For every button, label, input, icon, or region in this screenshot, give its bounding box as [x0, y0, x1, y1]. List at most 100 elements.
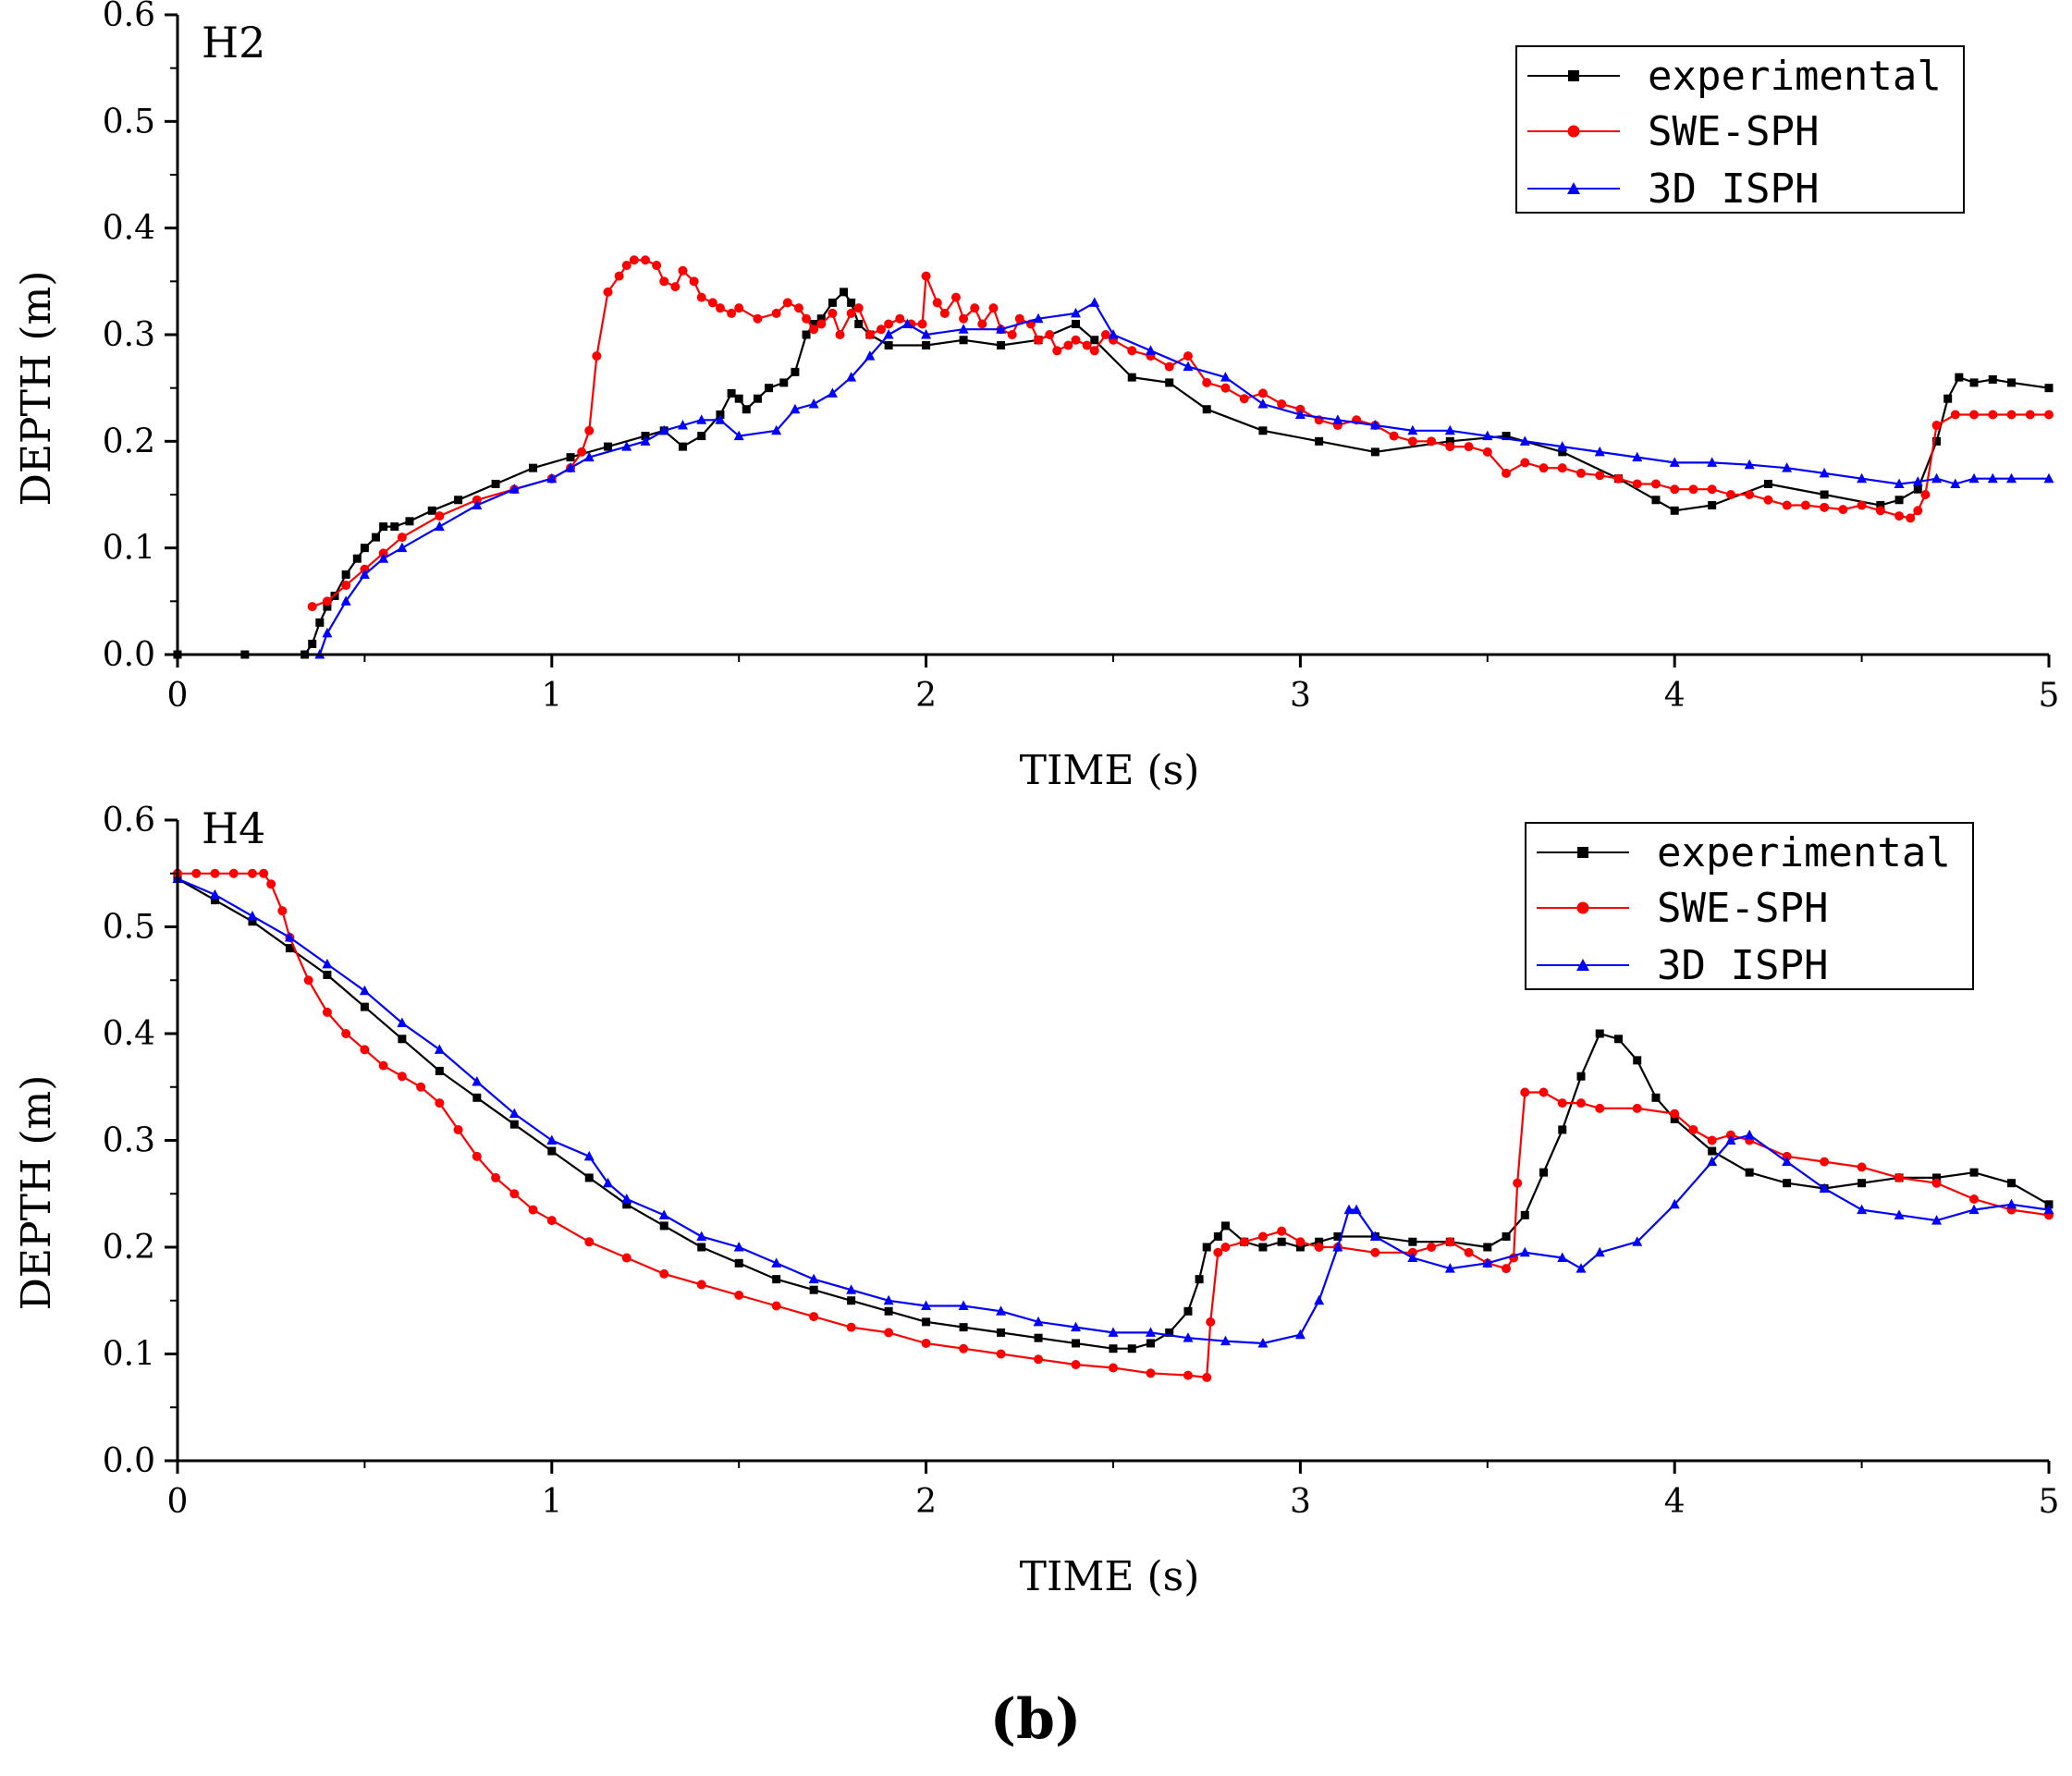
legend-box: [1525, 822, 1974, 990]
data-point: [1407, 424, 1418, 435]
data-point: [1502, 468, 1512, 478]
data-point: [1408, 1237, 1417, 1246]
data-point: [453, 1124, 463, 1134]
data-point: [1445, 436, 1454, 446]
data-point: [1931, 1215, 1943, 1225]
data-point: [1913, 484, 1922, 494]
data-point: [1127, 373, 1136, 382]
data-point: [733, 1242, 744, 1252]
data-point: [854, 319, 864, 328]
data-point: [1369, 420, 1380, 430]
data-point: [1988, 374, 1997, 384]
data-point: [360, 544, 369, 553]
data-point: [1239, 1237, 1249, 1247]
data-point: [1857, 1162, 1867, 1172]
panel-label: H4: [202, 803, 265, 853]
legend-label: experimental: [1648, 53, 1942, 100]
data-point: [996, 1305, 1007, 1316]
data-point: [1277, 1237, 1286, 1246]
data-point: [1108, 329, 1119, 339]
data-point: [1183, 1370, 1193, 1380]
data-point: [1782, 1156, 1793, 1167]
data-point: [808, 398, 819, 409]
data-point: [1707, 457, 1718, 467]
data-point: [791, 367, 800, 376]
data-point: [1072, 1339, 1081, 1348]
data-point: [584, 1237, 595, 1247]
data-point: [472, 1093, 482, 1102]
data-point: [846, 372, 857, 382]
data-point: [1557, 463, 1567, 473]
data-point: [1445, 442, 1455, 452]
data-point: [997, 1328, 1006, 1337]
data-point: [1220, 1221, 1230, 1231]
legend-label: 3D ISPH: [1657, 942, 1828, 989]
data-point: [883, 1294, 894, 1305]
y-axis-title: DEPTH (m): [13, 271, 60, 507]
data-point: [1482, 430, 1493, 441]
data-point: [877, 325, 887, 335]
chart-panel-h2: 0 1 2 3 4 50.00.10.20.30.40.50.6 H2 TIME (s) …: [13, 0, 2059, 794]
data-point: [1651, 1093, 1661, 1102]
data-point: [922, 341, 931, 350]
data-point: [1407, 436, 1417, 447]
data-point: [772, 1275, 781, 1284]
data-point: [1920, 490, 1931, 499]
data-point: [1071, 307, 1082, 318]
data-point: [248, 917, 257, 926]
data-point: [472, 499, 483, 510]
data-point: [546, 1134, 558, 1145]
legend-entry-3d-isph: 3D ISPH: [1537, 942, 1828, 989]
data-point: [1969, 1194, 1980, 1205]
data-point: [2007, 378, 2017, 387]
legend-entry-experimental: experimental: [1527, 53, 1942, 100]
x-axis-title: TIME (s): [1020, 1553, 1200, 1600]
data-point: [1633, 1056, 1642, 1065]
data-point: [771, 1301, 781, 1311]
data-point: [958, 324, 969, 334]
x-tick-label: 4: [1664, 677, 1686, 715]
data-point: [1427, 1243, 1437, 1252]
data-point: [1819, 1182, 1830, 1193]
data-point: [1220, 383, 1231, 393]
data-point: [2007, 1179, 2017, 1188]
y-tick-label: 0.6: [103, 802, 155, 839]
data-point: [397, 542, 408, 553]
data-point: [1258, 426, 1268, 435]
legend-marker: [1567, 182, 1580, 194]
data-point: [1745, 1168, 1754, 1177]
data-point: [1968, 472, 1980, 484]
data-point: [1314, 1243, 1324, 1252]
data-point: [1838, 505, 1848, 515]
data-point: [847, 1296, 856, 1305]
data-point: [2043, 1204, 2054, 1215]
x-tick-label: 1: [541, 1483, 562, 1521]
data-point: [835, 330, 845, 339]
data-point: [1820, 490, 1829, 499]
data-point: [1932, 1173, 1942, 1182]
data-point: [779, 378, 789, 387]
data-point: [1164, 361, 1174, 372]
data-point: [1576, 468, 1586, 478]
data-point: [827, 387, 838, 398]
data-point: [1912, 476, 1923, 486]
data-point: [315, 618, 325, 627]
series-line: [318, 301, 2049, 655]
y-tick-label: 0.2: [103, 423, 155, 460]
data-point: [734, 394, 743, 403]
data-point: [884, 319, 894, 329]
legend-entry-swe-sph: SWE-SPH: [1537, 885, 1828, 932]
data-point: [405, 517, 414, 526]
data-point: [884, 1328, 894, 1338]
y-tick-label: 0.4: [103, 1015, 155, 1053]
data-point: [1520, 458, 1530, 468]
data-point: [921, 1338, 931, 1348]
legend-entry-swe-sph: SWE-SPH: [1527, 108, 1819, 155]
data-point: [1708, 1146, 1717, 1156]
data-point: [808, 1273, 819, 1284]
data-point: [997, 341, 1006, 350]
data-point: [846, 1284, 857, 1294]
data-point: [1277, 1226, 1287, 1236]
data-point: [1800, 500, 1810, 510]
series-3d-isph: [172, 873, 2054, 1348]
